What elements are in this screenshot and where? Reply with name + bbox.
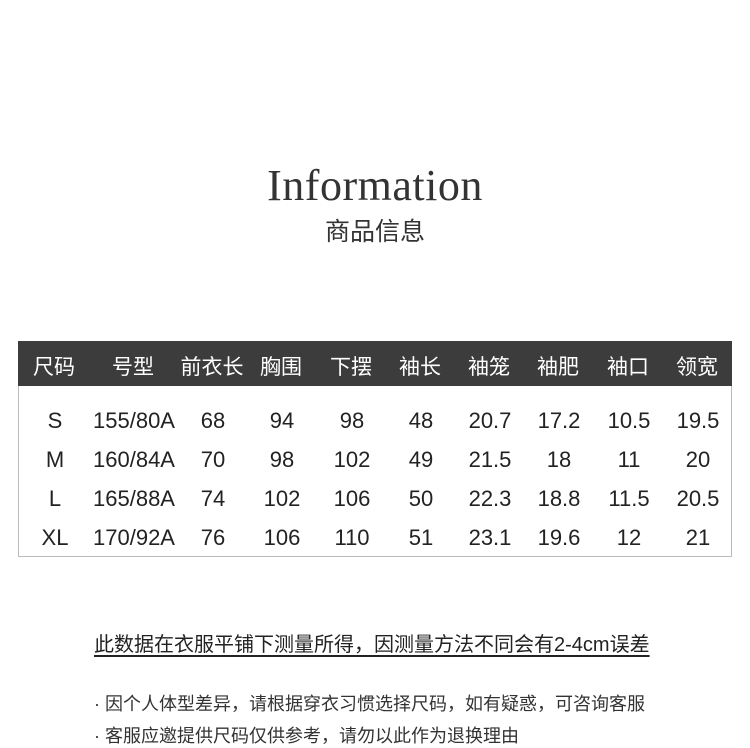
table-cell: 21 [685,525,711,550]
table-cell: 18 [546,447,572,472]
table-cell: 21.5 [468,447,512,472]
table-cell: 94 [269,408,295,433]
table-cell: S [47,408,63,433]
measurement-note: 此数据在衣服平铺下测量所得，因测量方法不同会有2-4cm误差 [94,634,650,656]
column-header: 袖长 [399,356,441,379]
table-cell: 110 [334,525,370,550]
table-cell: 12 [616,525,642,550]
table-cell: 48 [408,408,434,433]
table-cell: 20.5 [676,486,720,511]
table-cell: XL [41,525,69,550]
table-cell: 68 [200,408,226,433]
table-cell: 102 [333,447,371,472]
column-header: 下摆 [330,356,372,379]
column-header: 袖口 [607,356,649,379]
table-cell: 165/88A [93,486,175,511]
table-cell: 22.3 [468,486,512,511]
info-subtitle: 商品信息 [324,218,425,246]
table-cell: 18.8 [537,486,581,511]
table-cell: 10.5 [607,408,651,433]
column-header: 袖肥 [537,356,579,379]
table-cell: 106 [333,486,371,511]
table-cell: 106 [263,525,301,550]
note-bullet: · 因个人体型差异，请根据穿衣习惯选择尺码，如有疑惑，可咨询客服 [94,694,645,714]
table-cell: 19.6 [537,525,581,550]
table-cell: 20 [685,447,711,472]
table-cell: 51 [408,525,434,550]
column-header: 袖笼 [468,356,510,379]
column-header: 尺码 [33,356,75,379]
table-cell: 102 [263,486,301,511]
size-table: 尺码 号型 前衣长 胸围 下摆 袖长 袖笼 袖肥 袖口 领宽 S 155/80A 68 94 98 48 20… [18,341,732,557]
note-bullet: · 客服应邀提供尺码仅供参考，请勿以此作为退换理由 [94,726,519,746]
table-cell: L [48,486,62,511]
table-cell: 155/80A [93,408,175,433]
info-title: Information [267,161,483,210]
table-cell: 74 [200,486,226,511]
table-cell: 17.2 [537,408,581,433]
table-cell: 170/92A [93,525,175,550]
table-cell: 98 [269,447,295,472]
column-header: 前衣长 [180,356,244,379]
table-cell: 98 [339,408,365,433]
table-cell: 11.5 [608,486,650,511]
table-cell: 11 [617,447,641,472]
column-header: 领宽 [676,356,718,379]
table-cell: 76 [200,525,226,550]
table-cell: 50 [408,486,434,511]
column-header: 胸围 [260,356,302,379]
table-cell: 19.5 [676,408,720,433]
table-header: 尺码 号型 前衣长 胸围 下摆 袖长 袖笼 袖肥 袖口 领宽 [18,341,732,386]
table-cell: M [45,447,65,472]
table-cell: 160/84A [93,447,175,472]
column-header: 号型 [112,356,154,379]
table-cell: 20.7 [468,408,512,433]
table-cell: 49 [408,447,434,472]
table-cell: 70 [200,447,226,472]
table-cell: 23.1 [468,525,512,550]
